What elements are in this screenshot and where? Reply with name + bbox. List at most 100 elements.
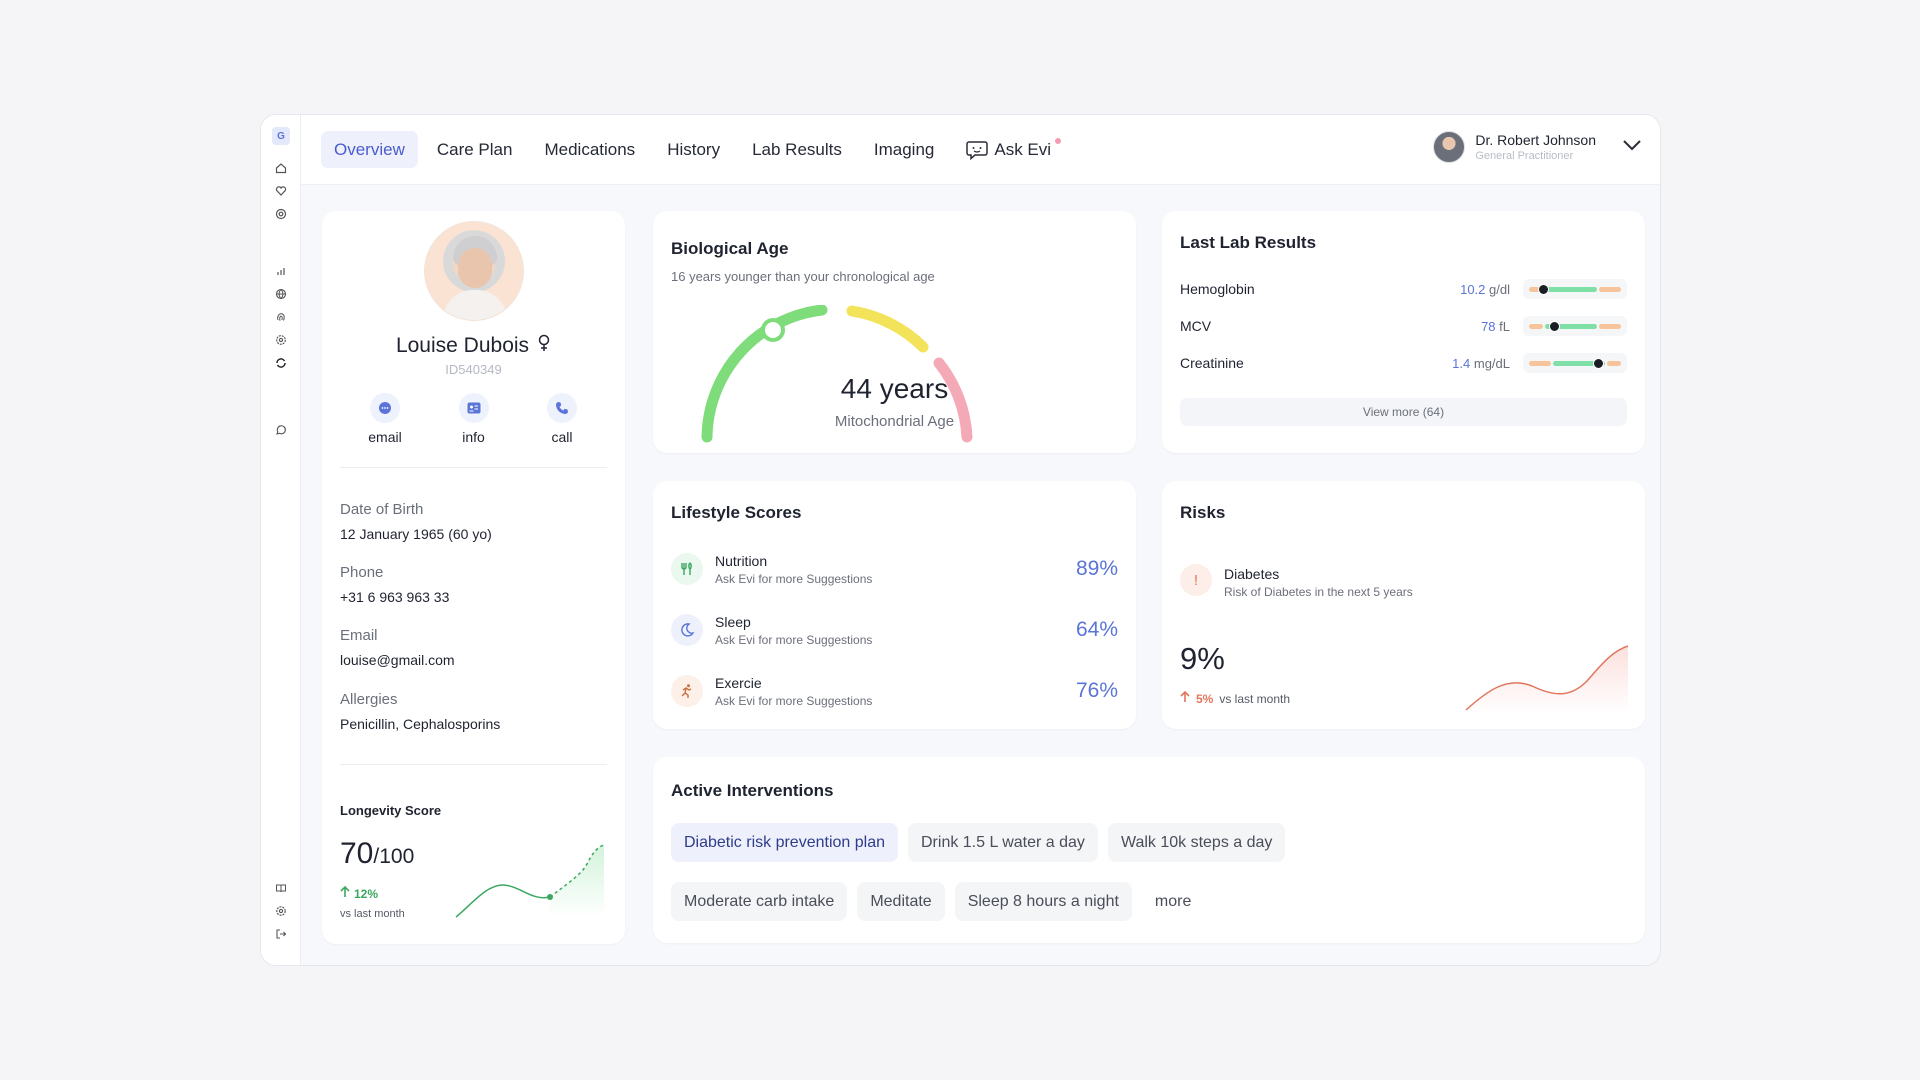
longevity-sparkline	[455, 844, 605, 918]
lifestyle-name: Sleep	[715, 613, 751, 630]
lab-name: MCV	[1180, 318, 1212, 334]
interventions-card: Active Interventions Diabetic risk preve…	[653, 757, 1645, 943]
lab-value: 78 fL	[1481, 318, 1510, 334]
email-value: louise@gmail.com	[340, 652, 455, 668]
book-icon[interactable]	[271, 878, 291, 898]
female-icon	[537, 334, 551, 358]
lab-row[interactable]: MCV 78 fL	[1180, 314, 1627, 338]
patient-photo	[424, 221, 524, 321]
intervention-chip[interactable]: Moderate carb intake	[671, 882, 848, 921]
risk-sparkline	[1465, 645, 1629, 714]
tab-care-plan[interactable]: Care Plan	[436, 139, 513, 159]
phone-label: Phone	[340, 564, 384, 581]
message-icon	[370, 393, 400, 423]
intervention-chips: Diabetic risk prevention plan Drink 1.5 …	[671, 823, 1627, 941]
lifestyle-name: Nutrition	[715, 552, 768, 569]
intervention-chip[interactable]: Sleep 8 hours a night	[954, 882, 1132, 921]
running-icon	[671, 675, 703, 707]
lab-results-title: Last Lab Results	[1180, 233, 1317, 252]
lifestyle-sub: Ask Evi for more Suggestions	[715, 693, 873, 708]
risks-card: Risks ! Diabetes Risk of Diabetes in the…	[1162, 481, 1645, 729]
call-button-label: call	[551, 429, 573, 445]
tab-imaging[interactable]: Imaging	[873, 139, 935, 159]
risk-name: Diabetes	[1224, 566, 1280, 582]
gear-icon[interactable]	[271, 901, 291, 921]
globe-icon[interactable]	[271, 284, 291, 304]
main-content: Louise Dubois ID540349 email info call	[301, 185, 1660, 965]
intervention-chip[interactable]: Drink 1.5 L water a day	[908, 823, 1098, 862]
doctor-role: General Practitioner	[1475, 150, 1574, 162]
interventions-title: Active Interventions	[671, 781, 834, 800]
lab-name: Hemoglobin	[1180, 281, 1255, 297]
alert-icon: !	[1180, 564, 1212, 596]
call-button[interactable]: call	[529, 393, 595, 445]
email-button[interactable]: email	[352, 393, 418, 445]
lab-marker	[1538, 284, 1549, 295]
patient-name: Louise Dubois	[395, 334, 530, 357]
lab-range-bar	[1523, 316, 1627, 336]
allergies-value: Penicillin, Cephalosporins	[340, 716, 501, 732]
phone-icon	[547, 393, 577, 423]
contact-actions: email info call	[352, 393, 595, 445]
patient-card: Louise Dubois ID540349 email info call	[322, 211, 625, 944]
tab-overview[interactable]: Overview	[321, 131, 418, 168]
email-label: Email	[340, 627, 378, 644]
sync-icon[interactable]	[271, 353, 291, 373]
intervention-chip[interactable]: Walk 10k steps a day	[1107, 823, 1286, 862]
target-icon[interactable]	[271, 204, 291, 224]
lab-value: 10.2 g/dl	[1460, 281, 1510, 297]
top-nav: Overview Care Plan Medications History L…	[301, 115, 1660, 185]
lifestyle-pct: 64%	[1075, 618, 1118, 641]
longevity-score-value: 70	[340, 837, 374, 870]
intervention-chip[interactable]: Meditate	[857, 882, 945, 921]
info-button[interactable]: info	[441, 393, 507, 445]
settings-icon[interactable]	[271, 330, 291, 350]
tab-lab-results[interactable]: Lab Results	[752, 139, 842, 159]
home-icon[interactable]	[271, 158, 291, 178]
lab-row[interactable]: Hemoglobin 10.2 g/dl	[1180, 277, 1627, 301]
risks-title: Risks	[1180, 503, 1226, 522]
icon-sidebar: G	[261, 115, 301, 965]
fingerprint-icon[interactable]	[271, 307, 291, 327]
chevron-down-icon[interactable]	[1622, 138, 1642, 156]
lifestyle-row[interactable]: Sleep Ask Evi for more Suggestions 64%	[671, 608, 1118, 652]
lab-marker	[1593, 358, 1604, 369]
tab-history[interactable]: History	[667, 139, 721, 159]
chat-icon[interactable]	[271, 420, 291, 440]
lifestyle-row[interactable]: Exercie Ask Evi for more Suggestions 76%	[671, 669, 1118, 713]
logout-icon[interactable]	[271, 924, 291, 944]
lab-row[interactable]: Creatinine 1.4 mg/dL	[1180, 351, 1627, 375]
doctor-profile[interactable]: Dr. Robert Johnson General Practitioner	[1433, 131, 1642, 163]
tab-ask-evi-label: Ask Evi	[994, 139, 1052, 159]
dob-value: 12 January 1965 (60 yo)	[340, 526, 492, 542]
view-more-button[interactable]: View more (64)	[1180, 398, 1627, 426]
biological-age-label: Mitochondrial Age	[834, 413, 955, 430]
phone-field: Phone +31 6 963 963 33	[340, 564, 607, 605]
intervention-chip[interactable]: Diabetic risk prevention plan	[671, 823, 898, 862]
lab-name: Creatinine	[1180, 355, 1244, 371]
lifestyle-row[interactable]: Nutrition Ask Evi for more Suggestions 8…	[671, 547, 1118, 591]
email-button-label: email	[368, 429, 402, 445]
bar-chart-icon[interactable]	[271, 261, 291, 281]
lab-range-bar	[1523, 279, 1627, 299]
divider	[340, 764, 607, 765]
lifestyle-name: Exercie	[715, 674, 762, 691]
app-logo[interactable]: G	[272, 127, 290, 145]
lifestyle-sub: Ask Evi for more Suggestions	[715, 571, 873, 586]
tab-bar: Overview Care Plan Medications History L…	[321, 131, 1074, 168]
longevity-score: 70/100	[340, 837, 414, 871]
lab-value: 1.4 mg/dL	[1452, 355, 1510, 371]
longevity-delta-value: 12%	[354, 886, 379, 901]
tab-medications[interactable]: Medications	[544, 139, 636, 159]
divider	[340, 467, 607, 468]
allergies-label: Allergies	[340, 691, 398, 708]
biological-age-value: 44 years	[840, 373, 949, 404]
moon-icon	[671, 614, 703, 646]
arrow-up-icon	[1180, 690, 1190, 706]
risk-vs: vs last month	[1219, 691, 1291, 706]
dob-label: Date of Birth	[340, 501, 424, 518]
tab-ask-evi[interactable]: Ask Evi	[953, 131, 1074, 168]
assistant-chat-icon	[966, 140, 989, 160]
more-interventions-link[interactable]: more	[1154, 892, 1192, 910]
heart-icon[interactable]	[271, 181, 291, 201]
